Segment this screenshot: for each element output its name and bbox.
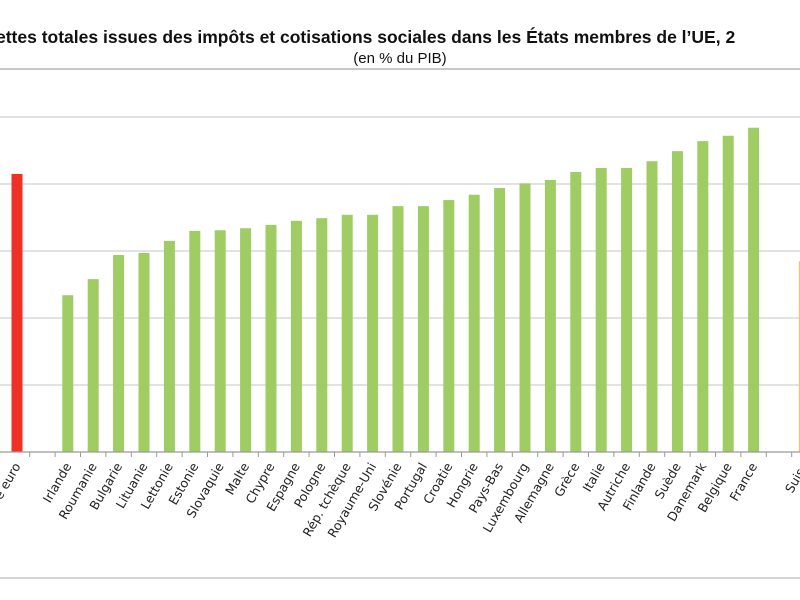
bar-belgique [722, 135, 734, 452]
bar-luxembourg [519, 183, 531, 452]
bar-r-p-tch-que [341, 214, 353, 452]
bar-italie [595, 167, 607, 453]
bar-pays-bas [494, 188, 506, 452]
bar-finlande [646, 161, 658, 452]
bar-france [748, 127, 760, 452]
bar-slovaquie [214, 230, 226, 452]
bar-croatie [443, 200, 455, 452]
bar-espagne [290, 220, 302, 452]
x-tick-label: e euro [0, 460, 24, 502]
bar-estonie [189, 230, 201, 452]
bar-lettonie [163, 240, 175, 452]
bar-suiss [798, 261, 800, 452]
bar-autriche [621, 167, 633, 453]
bar-allemagne [544, 179, 556, 453]
bar-chypre [265, 224, 277, 452]
bar-gr-ce [570, 171, 582, 452]
bar-malte [240, 228, 252, 452]
bar-danemark [697, 141, 709, 452]
x-tick-label: Grèce [551, 460, 583, 500]
bar-bulgarie [113, 255, 125, 452]
bar-pologne [316, 218, 328, 452]
bar-slov-nie [392, 206, 404, 452]
bar-roumanie [87, 279, 99, 452]
bar-lituanie [138, 253, 150, 452]
bar-irlande [62, 295, 74, 452]
chart-subtitle: (en % du PIB) [353, 50, 447, 67]
bar-portugal [417, 206, 429, 452]
bar-e-euro [11, 173, 23, 452]
bar-royaume-uni [367, 214, 379, 452]
x-tick-label: Suiss [782, 460, 800, 496]
bar-su-de [671, 151, 683, 453]
bar-hongrie [468, 194, 480, 452]
chart-title: ettes totales issues des impôts et cotis… [0, 27, 736, 47]
